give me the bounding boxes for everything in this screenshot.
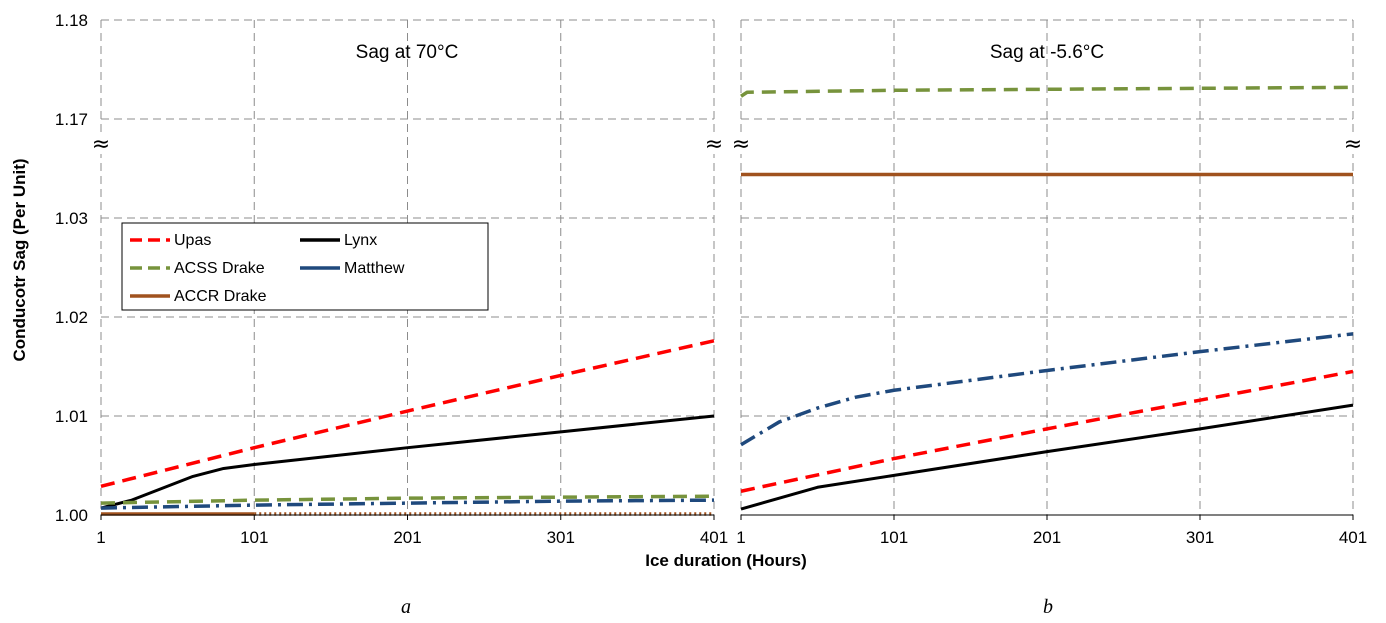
axis-break-symbol: ≈: [1344, 132, 1362, 157]
y-tick-label: 1.18: [55, 11, 88, 30]
x-tick-label: 201: [393, 528, 421, 547]
panel-b-grid: [740, 19, 1354, 515]
panel-b: Sag at -5.6°C: [740, 19, 1354, 515]
legend-label: ACSS Drake: [174, 260, 265, 277]
legend-label: Upas: [174, 232, 211, 249]
panel-a-caption: a: [401, 596, 411, 618]
series-upas: [740, 369, 1354, 493]
panel-b-caption: b: [1043, 596, 1053, 618]
y-tick-label: 1.02: [55, 308, 88, 327]
axis-break-symbol: ≈: [92, 132, 110, 157]
x-tick-label: 401: [700, 528, 728, 547]
legend-label: Lynx: [344, 232, 377, 249]
x-tick-label: 301: [1186, 528, 1214, 547]
axis-break-gap: [1345, 132, 1361, 154]
axis-break-symbol: ≈: [705, 132, 723, 157]
axis-break-gap: [93, 132, 109, 154]
y-tick-label: 1.01: [55, 407, 88, 426]
x-tick-label: 101: [240, 528, 268, 547]
legend-label: Matthew: [344, 260, 405, 277]
legend: Upas Lynx ACSS Drake Matthew ACCR Drake: [121, 222, 489, 311]
panel-a-title: Sag at 70°C: [356, 42, 459, 63]
x-tick-label: 301: [547, 528, 575, 547]
series-matthew: [100, 498, 715, 510]
series-acss-drake: [100, 494, 715, 505]
x-tick-label: 1: [736, 528, 745, 547]
series-lynx: [740, 403, 1354, 511]
series-acss-drake: [740, 85, 1354, 98]
series-matthew: [740, 332, 1354, 447]
series-upas: [100, 339, 715, 488]
x-tick-label: 1: [96, 528, 105, 547]
axis-break-gap: [733, 132, 749, 154]
series-lynx: [100, 414, 715, 510]
x-tick-label: 401: [1339, 528, 1367, 547]
x-tick-label: 201: [1033, 528, 1061, 547]
panel-b-series: [740, 85, 1354, 511]
y-axis-label: Conducotr Sag (Per Unit): [10, 158, 29, 361]
y-tick-label: 1.17: [55, 110, 88, 129]
y-tick-label: 1.00: [55, 506, 88, 525]
x-tick-label: 101: [880, 528, 908, 547]
axes: 1 101 201 301 401 ≈ ≈1 101 201 301 401 ≈ ≈1.00 1.01 1.…: [55, 11, 1367, 547]
axis-break-symbol: ≈: [732, 132, 750, 157]
axis-break-gap: [706, 132, 722, 154]
panel-a-series: [100, 339, 715, 516]
y-tick-label: 1.03: [55, 209, 88, 228]
legend-label: ACCR Drake: [174, 288, 267, 305]
x-axis-label: Ice duration (Hours): [645, 551, 807, 570]
panel-b-title: Sag at -5.6°C: [990, 42, 1104, 63]
